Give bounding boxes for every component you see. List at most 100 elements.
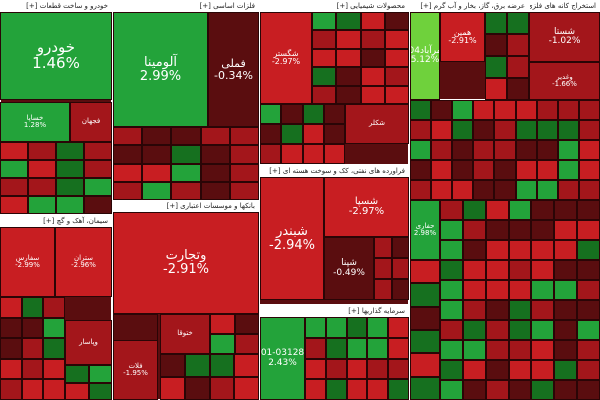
minor-stock-tile[interactable] bbox=[577, 320, 600, 340]
minor-stock-tile[interactable] bbox=[56, 196, 84, 214]
minor-stock-tile[interactable] bbox=[0, 178, 28, 196]
minor-stock-tile[interactable] bbox=[323, 124, 345, 144]
minor-stock-tile[interactable] bbox=[557, 100, 579, 120]
minor-stock-tile[interactable] bbox=[312, 48, 337, 68]
minor-stock-tile[interactable] bbox=[113, 145, 143, 164]
sector-title[interactable]: بانکها و موسسات اعتباری [+] bbox=[113, 201, 258, 212]
minor-stock-tile[interactable] bbox=[508, 380, 532, 400]
minor-stock-tile[interactable] bbox=[21, 297, 44, 318]
minor-stock-tile[interactable] bbox=[531, 240, 555, 260]
minor-stock-tile[interactable] bbox=[557, 140, 579, 160]
minor-stock-tile[interactable] bbox=[325, 358, 347, 380]
minor-stock-tile[interactable] bbox=[515, 120, 537, 140]
minor-stock-tile[interactable] bbox=[84, 196, 112, 214]
minor-stock-tile[interactable] bbox=[0, 142, 28, 160]
minor-stock-tile[interactable] bbox=[494, 160, 516, 180]
minor-stock-tile[interactable] bbox=[462, 380, 486, 400]
minor-stock-tile[interactable] bbox=[508, 200, 532, 220]
minor-stock-tile[interactable] bbox=[531, 300, 555, 320]
minor-stock-tile[interactable] bbox=[367, 337, 389, 359]
minor-stock-tile[interactable] bbox=[346, 379, 368, 400]
minor-stock-tile[interactable] bbox=[440, 300, 463, 320]
minor-stock-tile[interactable] bbox=[410, 100, 432, 120]
minor-stock-tile[interactable] bbox=[0, 358, 22, 380]
minor-stock-tile[interactable] bbox=[577, 300, 600, 320]
minor-stock-tile[interactable] bbox=[485, 320, 509, 340]
minor-stock-tile[interactable] bbox=[336, 67, 361, 86]
minor-stock-tile[interactable] bbox=[281, 104, 303, 124]
minor-stock-tile[interactable] bbox=[431, 120, 453, 140]
minor-stock-tile[interactable] bbox=[281, 124, 303, 144]
minor-stock-tile[interactable] bbox=[43, 358, 65, 380]
minor-stock-tile[interactable] bbox=[323, 104, 345, 124]
minor-stock-tile[interactable] bbox=[531, 280, 555, 300]
minor-stock-tile[interactable] bbox=[305, 337, 326, 359]
stock-tile[interactable]: شکلر bbox=[345, 104, 409, 144]
minor-stock-tile[interactable] bbox=[473, 100, 495, 120]
sector-title[interactable]: خودرو و ساخت قطعات [+] bbox=[1, 1, 111, 12]
minor-stock-tile[interactable] bbox=[28, 142, 56, 160]
minor-stock-tile[interactable] bbox=[554, 380, 578, 400]
minor-stock-tile[interactable] bbox=[229, 163, 259, 182]
minor-stock-tile[interactable] bbox=[234, 354, 259, 377]
minor-stock-tile[interactable] bbox=[21, 338, 44, 359]
minor-stock-tile[interactable] bbox=[485, 300, 509, 320]
minor-stock-tile[interactable] bbox=[410, 283, 440, 307]
minor-stock-tile[interactable] bbox=[452, 100, 474, 120]
minor-stock-tile[interactable] bbox=[557, 120, 579, 140]
minor-stock-tile[interactable] bbox=[142, 163, 172, 182]
minor-stock-tile[interactable] bbox=[577, 240, 600, 260]
minor-stock-tile[interactable] bbox=[113, 127, 143, 146]
minor-stock-tile[interactable] bbox=[360, 30, 385, 49]
minor-stock-tile[interactable] bbox=[312, 85, 337, 104]
minor-stock-tile[interactable] bbox=[485, 260, 509, 280]
minor-stock-tile[interactable] bbox=[200, 181, 230, 200]
minor-stock-tile[interactable] bbox=[440, 200, 463, 220]
minor-stock-tile[interactable] bbox=[43, 379, 65, 400]
minor-stock-tile[interactable] bbox=[28, 178, 56, 196]
minor-stock-tile[interactable] bbox=[360, 85, 385, 104]
minor-stock-tile[interactable] bbox=[577, 220, 600, 240]
stock-tile[interactable]: آلومینا 2.99% bbox=[113, 12, 208, 127]
minor-stock-tile[interactable] bbox=[210, 334, 235, 354]
minor-stock-tile[interactable] bbox=[43, 317, 65, 339]
minor-stock-tile[interactable] bbox=[554, 360, 578, 380]
minor-stock-tile[interactable] bbox=[577, 360, 600, 380]
minor-stock-tile[interactable] bbox=[184, 354, 210, 377]
minor-stock-tile[interactable] bbox=[0, 338, 22, 359]
minor-stock-tile[interactable] bbox=[305, 317, 326, 338]
minor-stock-tile[interactable] bbox=[410, 160, 432, 180]
minor-stock-tile[interactable] bbox=[452, 180, 474, 200]
minor-stock-tile[interactable] bbox=[160, 377, 185, 400]
minor-stock-tile[interactable] bbox=[56, 142, 84, 160]
minor-stock-tile[interactable] bbox=[410, 120, 432, 140]
minor-stock-tile[interactable] bbox=[577, 200, 600, 220]
minor-stock-tile[interactable] bbox=[88, 365, 112, 383]
minor-stock-tile[interactable] bbox=[462, 280, 486, 300]
stock-tile[interactable]: فلات -1.95% bbox=[113, 340, 158, 400]
minor-stock-tile[interactable] bbox=[554, 320, 578, 340]
minor-stock-tile[interactable] bbox=[485, 78, 507, 100]
minor-stock-tile[interactable] bbox=[336, 30, 361, 49]
minor-stock-tile[interactable] bbox=[410, 330, 440, 354]
minor-stock-tile[interactable] bbox=[485, 240, 509, 260]
minor-stock-tile[interactable] bbox=[536, 160, 558, 180]
stock-tile[interactable]: همین -2.91% bbox=[440, 12, 485, 62]
minor-stock-tile[interactable] bbox=[84, 178, 112, 196]
minor-stock-tile[interactable] bbox=[229, 145, 259, 164]
minor-stock-tile[interactable] bbox=[384, 30, 409, 49]
minor-stock-tile[interactable] bbox=[325, 317, 347, 338]
minor-stock-tile[interactable] bbox=[440, 260, 463, 280]
stock-tile[interactable]: فجهان bbox=[70, 102, 112, 142]
minor-stock-tile[interactable] bbox=[391, 237, 409, 258]
minor-stock-tile[interactable] bbox=[209, 354, 235, 377]
minor-stock-tile[interactable] bbox=[184, 377, 210, 400]
minor-stock-tile[interactable] bbox=[360, 67, 385, 86]
minor-stock-tile[interactable] bbox=[452, 120, 474, 140]
minor-stock-tile[interactable] bbox=[440, 380, 463, 400]
minor-stock-tile[interactable] bbox=[229, 181, 259, 200]
minor-stock-tile[interactable] bbox=[515, 140, 537, 160]
minor-stock-tile[interactable] bbox=[578, 180, 600, 200]
minor-stock-tile[interactable] bbox=[84, 160, 112, 178]
minor-stock-tile[interactable] bbox=[508, 220, 532, 240]
